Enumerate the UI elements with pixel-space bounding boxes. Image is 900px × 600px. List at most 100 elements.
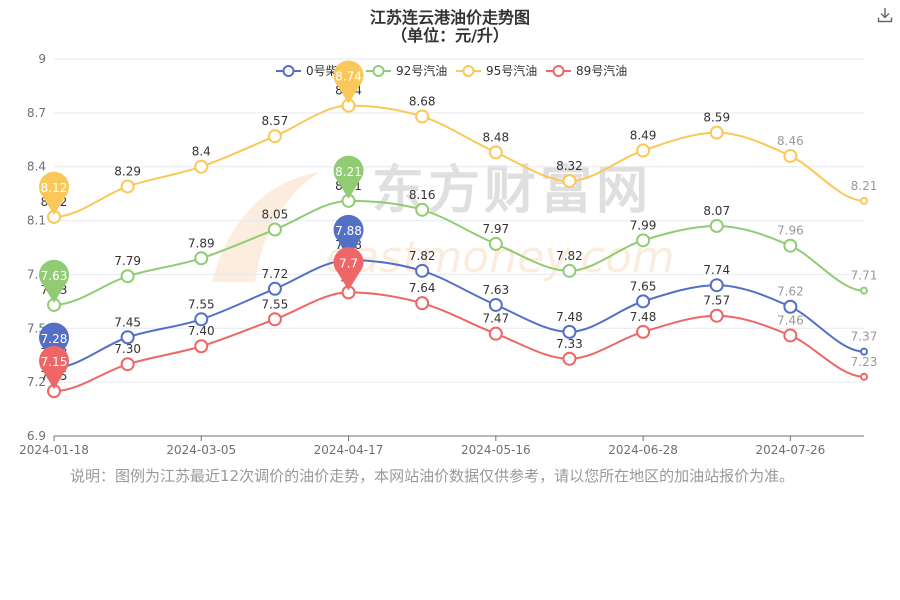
data-label: 7.40 <box>188 324 215 338</box>
data-point[interactable] <box>194 312 209 327</box>
pin-shape <box>333 247 364 291</box>
legend-label: 89号汽油 <box>576 63 627 78</box>
data-point[interactable] <box>636 294 651 309</box>
series-line-1 <box>53 199 865 306</box>
data-label: 7.97 <box>482 222 509 236</box>
data-label: 7.62 <box>777 285 804 299</box>
data-point[interactable] <box>709 308 724 323</box>
legend-label: 0号柴油 <box>306 64 350 78</box>
data-point[interactable] <box>415 109 430 124</box>
data-point[interactable] <box>415 263 430 278</box>
data-label: 8.68 <box>409 94 436 108</box>
data-point[interactable] <box>47 297 61 312</box>
legend-marker <box>372 65 385 77</box>
data-point[interactable] <box>120 179 135 194</box>
legend-item-3[interactable]: 89号汽油 <box>546 63 627 78</box>
data-point[interactable] <box>783 238 798 253</box>
data-point[interactable] <box>120 357 135 372</box>
data-point[interactable] <box>562 324 577 339</box>
watermark: 东方财富网 eastmoney.com <box>212 161 675 283</box>
data-point[interactable] <box>488 297 503 312</box>
y-tick-label: 6.9 <box>27 429 46 443</box>
data-point[interactable] <box>341 98 356 113</box>
data-label: 8.57 <box>262 114 289 128</box>
data-label: 7.64 <box>409 281 436 295</box>
y-tick-label: 8.1 <box>27 214 46 228</box>
data-point[interactable] <box>267 312 282 327</box>
data-point[interactable] <box>709 218 724 233</box>
data-point[interactable] <box>636 143 651 158</box>
legend-item-2[interactable]: 95号汽油 <box>456 63 537 78</box>
download-icon[interactable] <box>876 6 894 24</box>
data-point[interactable] <box>415 202 430 217</box>
data-point[interactable] <box>47 384 61 399</box>
data-point[interactable] <box>562 174 577 189</box>
data-point[interactable] <box>562 263 577 278</box>
data-label: 7.82 <box>556 249 583 263</box>
legend-item-1[interactable]: 92号汽油 <box>366 63 447 78</box>
data-point[interactable] <box>341 285 356 300</box>
data-label: 8.16 <box>409 188 436 202</box>
chart-note: 说明：图例为江苏最近12次调价的油价走势，本网站油价数据仅供参考，请以您所在地区… <box>70 467 795 485</box>
x-tick-label: 2024-01-18 <box>19 443 89 457</box>
data-point[interactable] <box>860 196 868 205</box>
data-point[interactable] <box>267 222 282 237</box>
pin-label: 7.28 <box>41 332 68 346</box>
legend-marker <box>282 65 295 77</box>
data-point[interactable] <box>267 129 282 144</box>
data-point[interactable] <box>783 299 798 314</box>
x-tick-label: 2024-06-28 <box>608 443 678 457</box>
data-point[interactable] <box>709 278 724 293</box>
data-point[interactable] <box>783 328 798 343</box>
data-point[interactable] <box>709 125 724 140</box>
pin-shape <box>39 259 69 303</box>
data-label: 8.59 <box>703 111 730 125</box>
pin-shape <box>333 214 364 259</box>
data-label: 7.82 <box>409 249 436 263</box>
data-label: 7.7 <box>339 270 358 284</box>
data-point[interactable] <box>194 339 209 354</box>
data-label: 8.05 <box>262 208 289 222</box>
series-line-0 <box>53 259 865 369</box>
x-tick-label: 2024-07-26 <box>755 443 825 457</box>
data-point[interactable] <box>194 159 209 174</box>
data-label: 7.55 <box>262 297 289 311</box>
data-point[interactable] <box>488 145 503 160</box>
data-point[interactable] <box>47 209 61 224</box>
legend-marker <box>462 65 475 77</box>
data-point[interactable] <box>488 236 503 251</box>
data-point[interactable] <box>120 269 135 284</box>
data-point[interactable] <box>341 193 356 208</box>
series-line-3 <box>53 291 865 393</box>
data-label: 7.33 <box>556 337 583 351</box>
pin-shape <box>39 171 69 215</box>
data-point[interactable] <box>783 148 798 163</box>
data-point[interactable] <box>488 326 503 341</box>
data-point[interactable] <box>860 347 868 356</box>
watermark-logo <box>212 172 320 282</box>
data-label: 7.55 <box>188 297 215 311</box>
data-point[interactable] <box>636 324 651 339</box>
data-point[interactable] <box>267 281 282 296</box>
data-label: 7.88 <box>335 238 362 252</box>
data-point[interactable] <box>47 360 61 375</box>
pin-label: 8.74 <box>335 70 362 84</box>
pin-shape <box>333 155 364 199</box>
max-marker-pin: 7.88 <box>333 214 364 259</box>
data-point[interactable] <box>415 296 430 311</box>
y-tick-label: 7.5 <box>27 321 46 335</box>
data-label: 7.15 <box>41 369 68 383</box>
legend-item-0[interactable]: 0号柴油 <box>276 64 350 78</box>
data-point[interactable] <box>341 253 356 268</box>
data-point[interactable] <box>562 351 577 366</box>
data-point[interactable] <box>120 330 135 345</box>
data-label: 8.49 <box>630 129 657 143</box>
series-line-2 <box>53 104 865 218</box>
data-point[interactable] <box>860 372 868 381</box>
data-point[interactable] <box>636 233 651 248</box>
max-marker-pin: 7.7 <box>333 247 364 291</box>
data-point[interactable] <box>860 286 868 295</box>
data-point[interactable] <box>194 251 209 266</box>
